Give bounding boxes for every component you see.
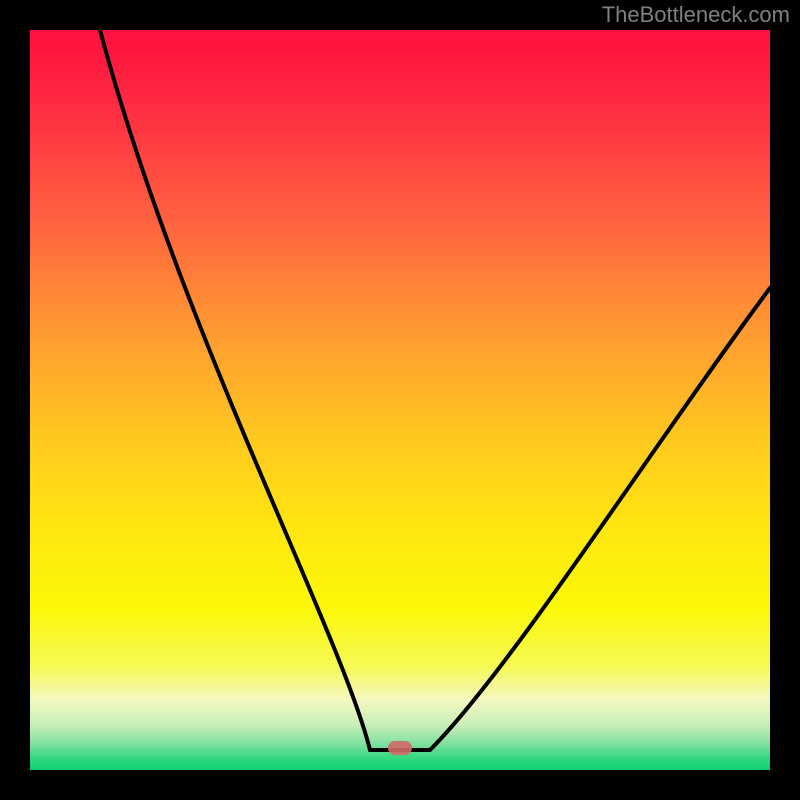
chart-container: TheBottleneck.com	[0, 0, 800, 800]
gradient-background	[30, 30, 770, 770]
watermark-text: TheBottleneck.com	[602, 2, 790, 28]
